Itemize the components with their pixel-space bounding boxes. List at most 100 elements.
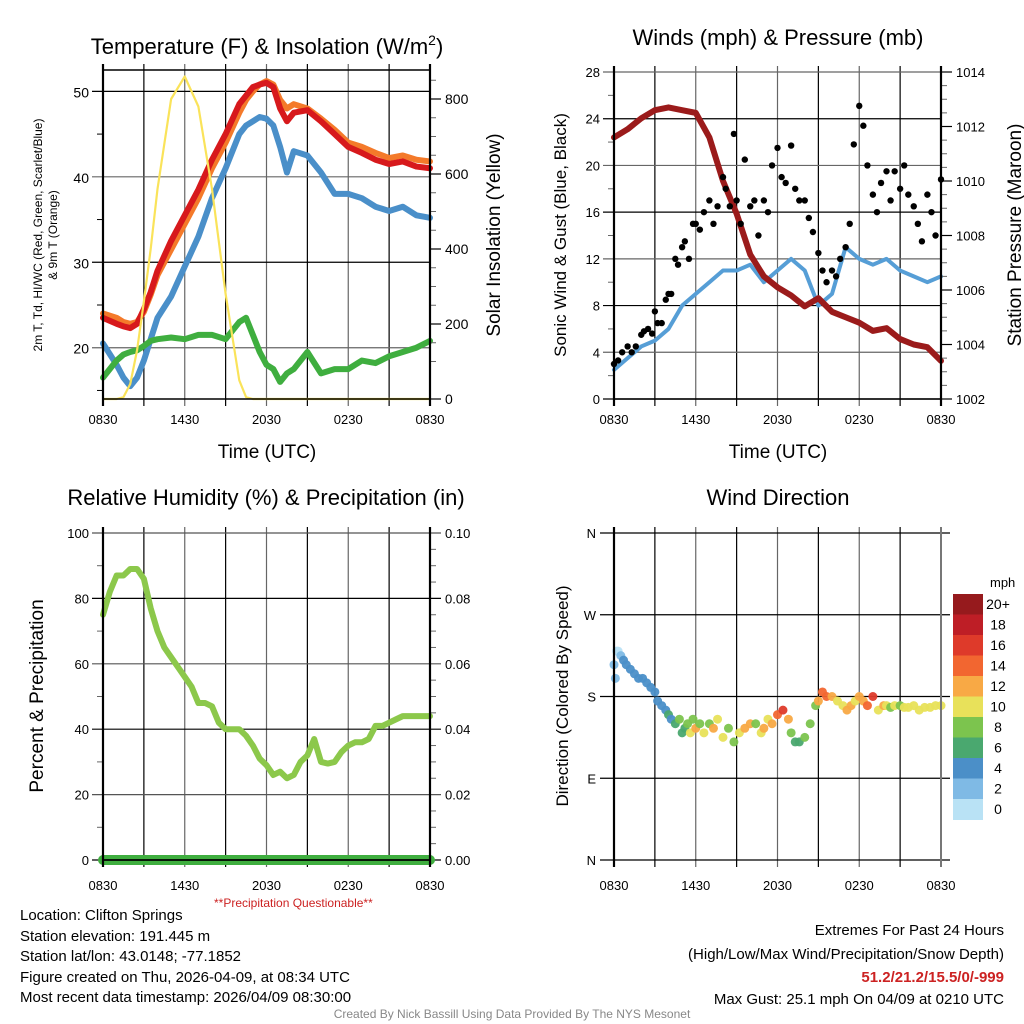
direction-point xyxy=(713,714,723,724)
gust-point xyxy=(792,185,799,192)
gust-point xyxy=(768,162,776,169)
wind-grid xyxy=(603,66,942,406)
direction-point xyxy=(778,705,788,715)
gust-point xyxy=(778,173,785,181)
y-tick-label: 40 xyxy=(75,722,89,737)
humidity-panel-title: Relative Humidity (%) & Precipitation (i… xyxy=(67,485,464,510)
direction-point xyxy=(800,732,810,742)
colorbar-swatch xyxy=(953,655,983,677)
direction-point xyxy=(759,723,769,733)
right-tick-label: 1012 xyxy=(956,120,985,135)
y-tick-label: 20 xyxy=(586,158,600,173)
latlon-text: Station lat/lon: 43.0148; -77.1852 xyxy=(20,948,242,965)
gust-point xyxy=(883,168,890,175)
colorbar-swatch xyxy=(953,676,983,697)
gust-point xyxy=(714,203,721,210)
temperature-axes: 0830 1430 2030 0230 083020304050020040060080… xyxy=(73,64,469,427)
humidity-ylabel: Percent & Precipitation xyxy=(27,599,48,792)
direction-tick-label: N xyxy=(587,526,596,541)
direction-point xyxy=(751,719,761,729)
x-tick-label: 0830 xyxy=(416,412,445,427)
sonic-wind-line xyxy=(612,245,943,372)
x-tick-label: 0830 xyxy=(600,878,629,893)
colorbar-label: 12 xyxy=(990,678,1006,694)
gust-point xyxy=(751,197,758,204)
y-tick-label: 0 xyxy=(593,392,600,407)
y-tick-label: 4 xyxy=(593,345,600,360)
max-gust-text: Max Gust: 25.1 mph On 04/09 at 0210 UTC xyxy=(713,990,1004,1008)
right-tick-label: 1014 xyxy=(956,65,985,80)
gust-point xyxy=(678,243,686,251)
gust-point xyxy=(755,232,762,239)
direction-point xyxy=(718,732,728,742)
extremes-block: Extremes For Past 24 Hours (High/Low/Max… xyxy=(688,919,1004,1010)
wind-panel: Winds (mph) & Pressure (mb) 0830 1430 2030… xyxy=(551,25,1024,463)
x-tick-label: 2030 xyxy=(763,412,792,427)
gust-point xyxy=(850,141,857,148)
y-tick-label: 20 xyxy=(75,788,89,803)
colorbar-title: mph xyxy=(990,575,1015,590)
colorbar-label: 4 xyxy=(994,760,1002,776)
x-tick-label: 1430 xyxy=(681,412,710,427)
gust-point xyxy=(819,267,826,274)
gust-point xyxy=(910,203,917,210)
y-tick-label: 20 xyxy=(73,341,89,357)
y-tick-label: 80 xyxy=(75,591,89,606)
wind-xlabel: Time (UTC) xyxy=(729,442,828,463)
x-tick-label: 0230 xyxy=(334,878,363,893)
y-tick-label: 24 xyxy=(586,112,600,127)
gust-point xyxy=(648,330,656,337)
temperature-ylabel-line1: 2m T, Td, HI/WC (Red, Green, Scarlet/Blu… xyxy=(31,119,45,352)
colorbar-label: 6 xyxy=(994,740,1002,756)
gust-point xyxy=(706,197,713,204)
temperature-panel: Temperature (F) & Insolation (W/m2) 0830… xyxy=(31,32,505,463)
gust-point xyxy=(658,319,665,327)
x-tick-label: 0830 xyxy=(927,412,956,427)
gust-point xyxy=(856,102,863,110)
right-tick-label: 0.06 xyxy=(445,657,470,672)
x-tick-label: 1430 xyxy=(170,878,199,893)
gust-point xyxy=(801,197,808,204)
right-tick-label: 600 xyxy=(445,166,469,182)
direction-point xyxy=(723,723,733,733)
elevation-text: Station elevation: 191.445 m xyxy=(20,927,211,945)
gust-point xyxy=(737,220,744,228)
gust-point xyxy=(796,197,803,204)
x-tick-label: 0230 xyxy=(845,878,874,893)
gust-point xyxy=(668,290,675,298)
gust-point xyxy=(869,191,877,198)
temp-2m-line xyxy=(100,79,433,332)
right-tick-label: 1004 xyxy=(956,338,985,353)
wind-speed-colorbar: mph 20+ 18 16 14 12 10 8 6 4 2 0 xyxy=(953,575,1015,820)
y-tick-label: 100 xyxy=(67,526,89,541)
y-tick-label: 50 xyxy=(73,84,89,100)
gust-point xyxy=(685,255,693,263)
gust-point xyxy=(733,197,740,204)
gust-point xyxy=(873,208,881,216)
colorbar-swatch xyxy=(953,594,983,615)
wind-direction-axes: 0830 1430 2030 0230 0830 N E S W N xyxy=(584,526,956,893)
x-tick-label: 0830 xyxy=(416,878,445,893)
x-tick-label: 0830 xyxy=(600,412,629,427)
right-tick-label: 0.00 xyxy=(445,853,470,868)
gust-point xyxy=(914,220,922,228)
gust-point xyxy=(651,308,659,315)
y-tick-label: 30 xyxy=(73,255,89,271)
hiwc-line xyxy=(100,114,433,390)
y-tick-label: 8 xyxy=(593,299,600,314)
x-tick-label: 2030 xyxy=(252,412,281,427)
insolation-ylabel: Solar Insolation (Yellow) xyxy=(484,133,505,336)
direction-point xyxy=(813,696,823,706)
gust-point xyxy=(681,238,689,245)
direction-tick-label: N xyxy=(587,853,596,868)
x-tick-label: 0830 xyxy=(927,878,956,893)
direction-point xyxy=(868,692,878,701)
x-tick-label: 2030 xyxy=(763,878,792,893)
colorbar-swatch xyxy=(953,696,983,718)
station-info: Location: Clifton Springs Station elevat… xyxy=(20,906,351,1009)
x-tick-label: 0230 xyxy=(334,412,363,427)
gust-point xyxy=(924,191,931,198)
precipitation-questionable-note: **Precipitation Questionable** xyxy=(214,896,373,910)
